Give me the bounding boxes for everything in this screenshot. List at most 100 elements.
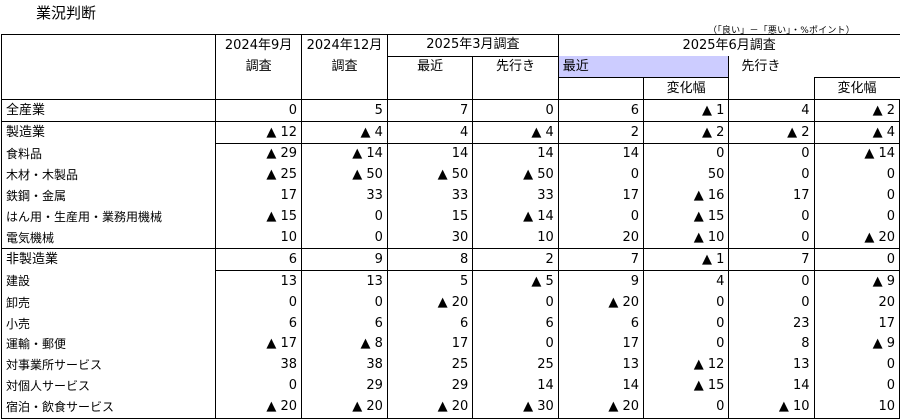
value-cell: ▲ 50 bbox=[300, 164, 388, 186]
header-mar-saikin: 最近 bbox=[386, 56, 473, 78]
table-row: 卸売 0 0 ▲ 20 0 ▲ 20 0 0 20 bbox=[0, 292, 900, 314]
value-cell: 38 bbox=[215, 354, 302, 376]
value-cell: 25 bbox=[386, 354, 473, 376]
value-cell: 0 bbox=[642, 142, 729, 165]
table-row: 小売 6 6 6 6 6 0 23 17 bbox=[0, 313, 900, 334]
value-cell: ▲ 29 bbox=[215, 142, 302, 165]
value-cell: 0 bbox=[472, 292, 559, 314]
value-cell: 0 bbox=[642, 313, 729, 334]
value-cell: 0 bbox=[215, 292, 302, 314]
value-cell: ▲ 16 bbox=[642, 185, 729, 207]
value-cell: ▲ 10 bbox=[642, 227, 729, 249]
row-label: 電気機械 bbox=[0, 227, 216, 249]
row-label: 小売 bbox=[0, 313, 216, 334]
value-cell: 0 bbox=[728, 292, 815, 314]
table-row: 電気機械 10 0 30 10 20 ▲ 10 0 ▲ 20 bbox=[0, 227, 900, 249]
row-label: 対個人サービス bbox=[0, 375, 216, 397]
value-cell: ▲ 20 bbox=[386, 292, 473, 314]
value-cell: 0 bbox=[215, 99, 302, 122]
table-row: 全産業 0 5 7 0 6 ▲ 1 4 ▲ 2 bbox=[0, 99, 900, 122]
header-corner bbox=[0, 34, 216, 57]
value-cell: ▲ 4 bbox=[472, 121, 559, 144]
value-cell: 38 bbox=[300, 354, 388, 376]
value-cell: 50 bbox=[642, 164, 729, 186]
value-cell: ▲ 9 bbox=[813, 270, 900, 293]
value-cell: ▲ 12 bbox=[215, 121, 302, 144]
row-label: 建設 bbox=[0, 270, 216, 293]
value-cell: 0 bbox=[728, 142, 815, 165]
value-cell: ▲ 9 bbox=[813, 333, 900, 355]
value-cell: ▲ 15 bbox=[642, 375, 729, 397]
table-row: はん用・生産用・業務用機械 ▲ 15 0 15 ▲ 14 0 ▲ 15 0 0 bbox=[0, 206, 900, 228]
value-cell: 15 bbox=[386, 206, 473, 228]
value-cell: 7 bbox=[386, 99, 473, 122]
value-cell: 2 bbox=[472, 248, 559, 271]
value-cell: ▲ 14 bbox=[300, 142, 388, 165]
value-cell: ▲ 1 bbox=[642, 99, 729, 122]
value-cell: 17 bbox=[215, 185, 302, 207]
header-mar-sakiyuki: 先行き bbox=[472, 56, 559, 78]
header-mar2025: 2025年3月調査 bbox=[386, 34, 559, 57]
business-conditions-table: 2024年9月 2024年12月 2025年3月調査 2025年6月調査 調査 … bbox=[0, 34, 900, 419]
row-label: 対事業所サービス bbox=[0, 354, 216, 376]
value-cell: 0 bbox=[728, 270, 815, 293]
row-label: 宿泊・飲食サービス bbox=[0, 396, 216, 419]
value-cell: 13 bbox=[300, 270, 388, 293]
row-label: 全産業 bbox=[0, 99, 216, 122]
value-cell: 20 bbox=[557, 227, 644, 249]
value-cell: ▲ 4 bbox=[300, 121, 388, 144]
value-cell: 17 bbox=[728, 185, 815, 207]
value-cell: 0 bbox=[813, 354, 900, 376]
value-cell: ▲ 20 bbox=[300, 396, 388, 419]
value-cell: 6 bbox=[472, 313, 559, 334]
value-cell: 9 bbox=[300, 248, 388, 271]
row-label: 卸売 bbox=[0, 292, 216, 314]
value-cell: 0 bbox=[557, 164, 644, 186]
value-cell: 33 bbox=[472, 185, 559, 207]
value-cell: 0 bbox=[813, 248, 900, 271]
value-cell: 6 bbox=[557, 99, 644, 122]
value-cell: ▲ 20 bbox=[386, 396, 473, 419]
value-cell: ▲ 12 bbox=[642, 354, 729, 376]
value-cell: 4 bbox=[386, 121, 473, 144]
value-cell: 0 bbox=[813, 185, 900, 207]
value-cell: 25 bbox=[472, 354, 559, 376]
value-cell: ▲ 2 bbox=[813, 99, 900, 122]
table-row: 建設 13 13 5 ▲ 5 9 4 0 ▲ 9 bbox=[0, 270, 900, 293]
row-label: 食料品 bbox=[0, 143, 216, 165]
value-cell: 13 bbox=[728, 354, 815, 376]
value-cell: 14 bbox=[386, 142, 473, 165]
value-cell: ▲ 14 bbox=[813, 142, 900, 165]
value-cell: ▲ 14 bbox=[472, 206, 559, 228]
value-cell: 10 bbox=[472, 227, 559, 249]
value-cell: 0 bbox=[728, 164, 815, 186]
value-cell: 0 bbox=[813, 164, 900, 186]
table-row: 対事業所サービス 38 38 25 25 13 ▲ 12 13 0 bbox=[0, 354, 900, 376]
value-cell: 0 bbox=[813, 206, 900, 228]
header-sep2024-chosa: 調査 bbox=[215, 56, 302, 78]
value-cell: 6 bbox=[386, 313, 473, 334]
value-cell: 0 bbox=[472, 333, 559, 355]
value-cell: 14 bbox=[472, 375, 559, 397]
value-cell: 9 bbox=[557, 270, 644, 293]
value-cell: 14 bbox=[472, 142, 559, 165]
value-cell: ▲ 20 bbox=[557, 292, 644, 314]
value-cell: 29 bbox=[300, 375, 388, 397]
value-cell: ▲ 15 bbox=[642, 206, 729, 228]
value-cell: ▲ 50 bbox=[386, 164, 473, 186]
value-cell: 0 bbox=[642, 292, 729, 314]
header-dec2024-chosa: 調査 bbox=[300, 56, 388, 78]
header-jun-sakiyuki: 先行き bbox=[728, 56, 900, 78]
value-cell: 13 bbox=[215, 270, 302, 293]
value-cell: ▲ 2 bbox=[642, 121, 729, 144]
value-cell: 4 bbox=[642, 270, 729, 293]
value-cell: 10 bbox=[215, 227, 302, 249]
table-row: 運輸・郵便 ▲ 17 ▲ 8 17 0 17 0 8 ▲ 9 bbox=[0, 333, 900, 355]
value-cell: ▲ 4 bbox=[813, 121, 900, 144]
value-cell: ▲ 50 bbox=[472, 164, 559, 186]
value-cell: 6 bbox=[300, 313, 388, 334]
value-cell: 17 bbox=[386, 333, 473, 355]
value-cell: 14 bbox=[557, 142, 644, 165]
value-cell: 0 bbox=[813, 375, 900, 397]
